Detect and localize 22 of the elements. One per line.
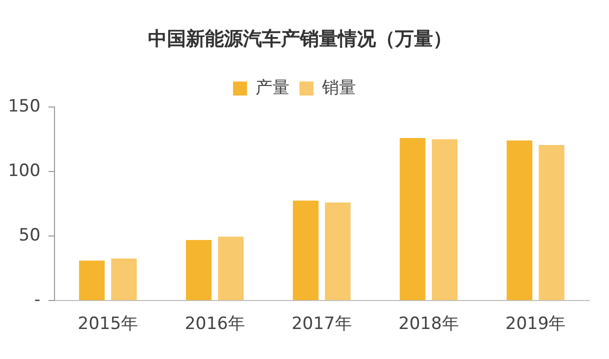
y-tick-label: 100 <box>8 160 40 181</box>
x-tick-label: 2017年 <box>292 314 352 334</box>
bar <box>324 202 351 300</box>
y-tick-label: - <box>34 290 40 310</box>
bar <box>292 200 319 300</box>
y-tick-label: 150 <box>8 96 40 116</box>
x-tick-label: 2016年 <box>184 314 245 334</box>
x-tick-label: 2018年 <box>398 314 459 334</box>
bar <box>538 144 564 300</box>
bar <box>400 138 426 300</box>
bar <box>432 139 458 300</box>
y-tick-label: 50 <box>18 225 40 246</box>
bar <box>111 258 137 300</box>
bar <box>186 240 212 300</box>
legend-label: 销量 <box>321 78 356 98</box>
legend-label: 产量 <box>256 78 290 98</box>
bar <box>218 236 244 300</box>
bar <box>79 260 105 300</box>
x-tick-label: 2019年 <box>505 314 566 334</box>
chart-title: 中国新能源汽车产销量情况（万量） <box>148 28 452 50</box>
bar <box>506 140 532 300</box>
x-tick-label: 2015年 <box>78 314 138 334</box>
